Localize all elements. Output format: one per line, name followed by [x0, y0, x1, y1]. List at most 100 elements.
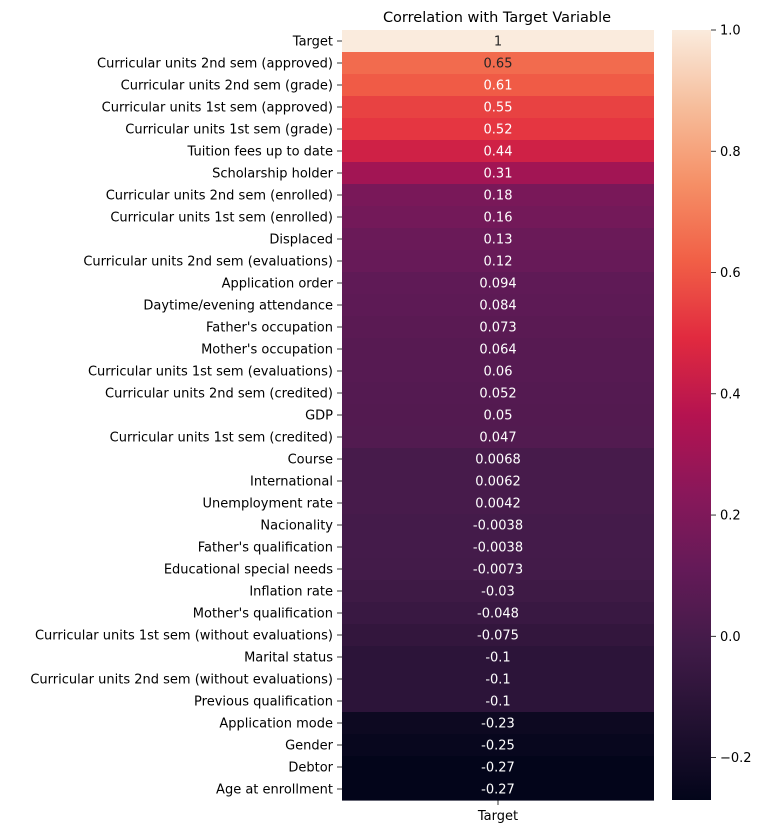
y-tick-label: Mother's qualification [193, 607, 333, 622]
y-tick-label: Previous qualification [194, 695, 333, 710]
heatmap-cell [342, 668, 654, 691]
y-tick-label: Curricular units 2nd sem (without evalua… [30, 673, 333, 688]
heatmap-cell [342, 580, 654, 603]
cell-annotation: -0.1 [485, 695, 510, 710]
colorbar-tick-label: −0.2 [720, 751, 752, 766]
cell-annotation: 0.55 [484, 101, 513, 116]
y-tick-label: Inflation rate [249, 585, 333, 600]
y-tick-label: Curricular units 1st sem (credited) [110, 431, 333, 446]
y-tick-labels: Target Curricular units 2nd sem (approved… [30, 35, 342, 798]
heatmap-cell [342, 602, 654, 625]
y-tick-label: Marital status [244, 651, 333, 666]
cell-annotation: -0.0073 [473, 563, 523, 578]
y-tick-label: Curricular units 1st sem (enrolled) [110, 211, 333, 226]
x-axis: Target [477, 800, 518, 824]
heatmap-cell [342, 272, 654, 295]
y-tick-label: Nacionality [260, 519, 333, 534]
cell-annotation: 0.18 [484, 189, 513, 204]
heatmap-cell [342, 30, 654, 53]
cell-annotation: 0.094 [479, 277, 516, 292]
y-tick-label: Debtor [288, 761, 333, 776]
y-tick-label: Tuition fees up to date [187, 145, 333, 160]
heatmap-cell [342, 250, 654, 273]
x-tick-label: Target [477, 809, 518, 824]
heatmap-cell [342, 558, 654, 581]
cell-annotation: 0.16 [484, 211, 513, 226]
cell-annotation: -0.075 [477, 629, 519, 644]
cell-annotation: -0.25 [481, 739, 515, 754]
heatmap-cell [342, 690, 654, 713]
y-tick-label: Curricular units 2nd sem (grade) [121, 79, 333, 94]
cell-annotation: -0.23 [481, 717, 515, 732]
colorbar-tick-label: 0.4 [720, 387, 741, 402]
colorbar-tick-label: 0.0 [720, 630, 741, 645]
cell-annotation: 0.0068 [475, 453, 521, 468]
heatmap-cell [342, 184, 654, 207]
cell-annotation: 0.44 [484, 145, 513, 160]
cell-annotation: -0.27 [481, 783, 515, 798]
colorbar-tick-label: 0.8 [720, 145, 741, 160]
heatmap-cell [342, 360, 654, 383]
y-tick-label: Course [288, 453, 333, 468]
y-tick-label: Application order [222, 277, 334, 292]
heatmap-cells: 1 0.65 0.61 0.55 0.52 0.44 0.31 0.18 0.16 0.13 0.1… [342, 30, 654, 801]
cell-annotation: 0.05 [484, 409, 513, 424]
heatmap-cell [342, 74, 654, 97]
cell-annotation: -0.1 [485, 651, 510, 666]
heatmap-cell [342, 228, 654, 251]
heatmap-cell [342, 426, 654, 449]
cell-annotation: 0.0062 [475, 475, 521, 490]
heatmap-cell [342, 52, 654, 75]
heatmap-cell [342, 118, 654, 141]
cell-annotation: -0.27 [481, 761, 515, 776]
cell-annotation: 0.052 [479, 387, 516, 402]
y-tick-label: Curricular units 1st sem (approved) [102, 101, 333, 116]
heatmap-cell [342, 536, 654, 559]
heatmap-cell [342, 338, 654, 361]
heatmap-cell [342, 404, 654, 427]
cell-annotation: -0.048 [477, 607, 519, 622]
heatmap-cell [342, 294, 654, 317]
colorbar-tick-label: 0.6 [720, 266, 741, 281]
cell-annotation: 0.65 [484, 57, 513, 72]
cell-annotation: 0.0042 [475, 497, 521, 512]
y-tick-label: Target [292, 35, 333, 50]
y-tick-label: Educational special needs [164, 563, 333, 578]
heatmap-cell [342, 162, 654, 185]
cell-annotation: -0.0038 [473, 541, 523, 556]
heatmap-cell [342, 624, 654, 647]
heatmap-cell [342, 756, 654, 779]
cell-annotation: 0.61 [484, 79, 513, 94]
cell-annotation: -0.03 [481, 585, 515, 600]
heatmap-cell [342, 448, 654, 471]
y-tick-label: Gender [285, 739, 334, 754]
y-tick-label: Age at enrollment [216, 783, 333, 798]
y-tick-label: Scholarship holder [212, 167, 334, 182]
heatmap-cell [342, 316, 654, 339]
heatmap-cell [342, 712, 654, 735]
colorbar-gradient [672, 30, 711, 800]
y-tick-label: Curricular units 2nd sem (enrolled) [106, 189, 333, 204]
heatmap-cell [342, 514, 654, 537]
cell-annotation: 0.12 [484, 255, 513, 270]
y-tick-label: Curricular units 2nd sem (evaluations) [83, 255, 333, 270]
heatmap-cell [342, 382, 654, 405]
cell-annotation: 0.073 [479, 321, 516, 336]
heatmap-cell [342, 96, 654, 119]
y-tick-label: Father's occupation [206, 321, 333, 336]
cell-annotation: 0.047 [479, 431, 516, 446]
cell-annotation: 0.06 [484, 365, 513, 380]
y-tick-label: Unemployment rate [203, 497, 333, 512]
heatmap-cell [342, 734, 654, 757]
heatmap-cell [342, 206, 654, 229]
y-tick-label: Curricular units 2nd sem (approved) [97, 57, 333, 72]
cell-annotation: 0.13 [484, 233, 513, 248]
colorbar: 1.0 0.8 0.6 0.4 0.2 0.0 −0.2 [672, 24, 752, 800]
chart-title: Correlation with Target Variable [383, 10, 611, 26]
y-tick-label: Curricular units 1st sem (evaluations) [88, 365, 333, 380]
heatmap-cell [342, 140, 654, 163]
y-tick-label: Curricular units 1st sem (grade) [125, 123, 333, 138]
heatmap-cell [342, 470, 654, 493]
y-tick-label: International [250, 475, 333, 490]
